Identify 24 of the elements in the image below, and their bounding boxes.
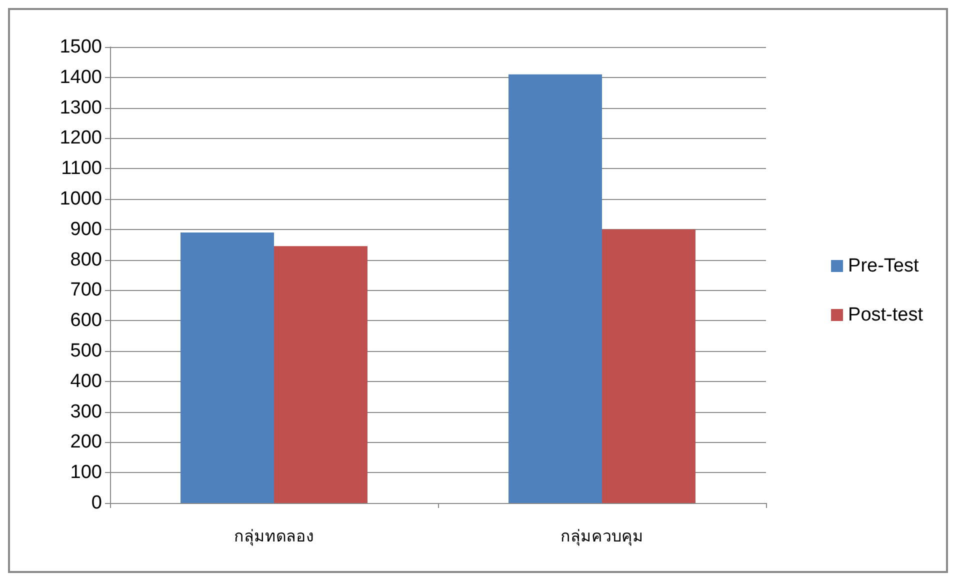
- bar: [508, 74, 602, 503]
- y-tick-label: 1500: [60, 36, 102, 58]
- y-tick-label: 800: [70, 249, 102, 270]
- bar: [180, 232, 274, 503]
- y-tick-label: 1000: [60, 188, 102, 210]
- x-tick-label: กลุ่มควบคุม: [560, 526, 644, 546]
- y-tick-label: 100: [70, 462, 102, 484]
- y-tick-label: 0: [91, 492, 102, 514]
- y-tick-label: 400: [70, 370, 102, 392]
- y-tick-label: 1200: [60, 128, 102, 149]
- y-tick-label: 1300: [60, 97, 102, 118]
- x-tick-label: กลุ่มทดลอง: [234, 526, 314, 546]
- y-tick-label: 600: [70, 310, 102, 332]
- y-tick-label: 1100: [61, 158, 102, 180]
- y-tick-label: 200: [70, 432, 102, 453]
- y-tick-label: 900: [70, 218, 102, 240]
- y-tick-label: 300: [70, 401, 102, 422]
- legend-label: Pre-Test: [848, 256, 920, 276]
- y-tick-label: 700: [70, 280, 102, 301]
- legend-label: Post-test: [848, 304, 924, 326]
- y-tick-label: 1400: [60, 66, 102, 88]
- bar: [602, 229, 696, 503]
- bar: [274, 246, 368, 503]
- y-tick-label: 500: [70, 340, 102, 362]
